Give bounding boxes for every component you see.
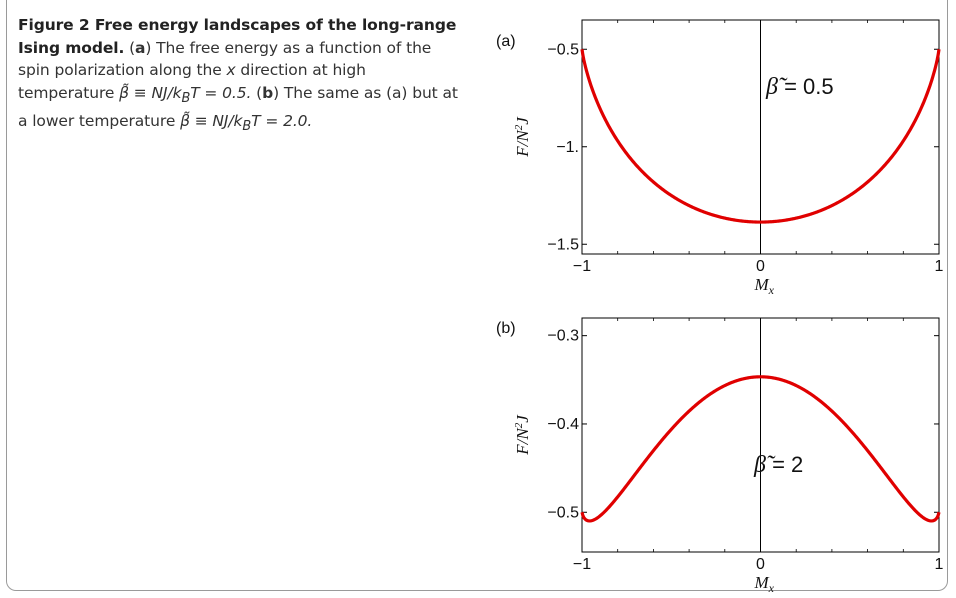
caption-part-a-text-2: direction at high temperature — [18, 61, 366, 102]
x-tick-label: 1 — [935, 258, 944, 275]
free-energy-curve — [580, 375, 941, 523]
free-energy-curve — [580, 49, 941, 224]
x-tick-label: 1 — [935, 556, 944, 573]
y-axis-title: F/N2J — [513, 116, 532, 158]
caption-part-a-text-1: The free energy as a function of the spi… — [18, 38, 432, 80]
figure-frame — [6, 0, 948, 591]
y-axis-title-part: F/N — [513, 427, 532, 456]
beta-annotation: β̃ = 2 — [753, 452, 803, 478]
caption-x-symbol: x — [226, 61, 236, 79]
y-tick-label: −0.3 — [547, 328, 579, 345]
caption-part-b-text: The same as (a) but at a lower temperatu… — [18, 83, 458, 131]
y-tick-label: −0.5 — [547, 504, 579, 521]
x-axis-title-subscript: x — [768, 581, 775, 595]
x-tick-label: −1 — [573, 258, 591, 275]
y-axis-title: F/N2J — [513, 414, 532, 456]
caption-formula-a: β̃ ≡ NJ/k — [119, 83, 182, 102]
chart-panel-b: −1 0 1 −0.3 −0.4 −0.5 Mx F/N2J (b) β̃ = 2 — [496, 317, 944, 595]
y-tick-label: −1.5 — [547, 236, 579, 253]
y-axis-title-part: 2 — [513, 124, 525, 130]
chart-panel-a: −1 0 1 −0.5 −1. −1.5 Mx F/N2J (a) β̃ = 0.5 — [496, 19, 944, 297]
caption-formula-b-end: T = 2.0. — [251, 112, 313, 131]
beta-value: = 0.5 — [778, 74, 834, 99]
caption-formula-a-sub: B — [181, 90, 191, 106]
caption-part-a-letter: a — [135, 38, 146, 57]
x-tick-label: 0 — [756, 258, 765, 275]
caption-part-b-letter: b — [262, 83, 274, 102]
beta-annotation: β̃ = 0.5 — [765, 74, 834, 100]
x-axis-title: Mx — [754, 573, 775, 595]
y-tick-label: −0.4 — [547, 416, 579, 433]
y-tick-label: −1. — [556, 139, 579, 156]
x-tick-label: −1 — [573, 556, 591, 573]
panel-label: (b) — [496, 320, 516, 337]
y-axis-title-part: J — [513, 116, 532, 125]
figure-caption: Figure 2 Free energy landscapes of the l… — [18, 16, 458, 135]
panel-label: (a) — [496, 33, 516, 50]
x-axis-title-subscript: x — [768, 283, 775, 297]
caption-formula-a-end: T = 0.5. — [190, 83, 252, 102]
beta-value: = 2 — [766, 452, 803, 477]
y-axis-title-part: F/N — [513, 129, 532, 158]
y-axis-title-part: J — [513, 414, 532, 423]
x-axis-title: Mx — [754, 275, 775, 297]
y-tick-label: −0.5 — [547, 41, 579, 58]
x-tick-label: 0 — [756, 556, 765, 573]
caption-title: Figure 2 Free energy landscapes of the l… — [18, 16, 457, 57]
caption-formula-b-sub: B — [242, 119, 252, 135]
y-axis-title-part: 2 — [513, 422, 525, 428]
caption-formula-b: β̃ ≡ NJ/k — [180, 112, 243, 131]
